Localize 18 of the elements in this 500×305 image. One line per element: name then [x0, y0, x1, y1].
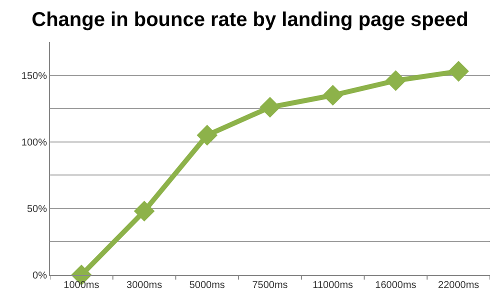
point — [260, 96, 280, 118]
y-tick-label: 0% — [32, 270, 48, 282]
x-tick-label: 5000ms — [189, 280, 225, 291]
y-tick-label: 100% — [21, 137, 48, 148]
point — [385, 70, 406, 92]
point — [196, 124, 218, 146]
y-tick-label: 150% — [21, 70, 48, 82]
x-tick-label: 16000ms — [375, 280, 416, 291]
y-tick-label: 50% — [26, 204, 48, 215]
x-tick-label: 1000ms — [64, 280, 100, 291]
point — [448, 60, 469, 82]
chart-title: Change in bounce rate by landing page speed — [32, 9, 468, 32]
point — [134, 200, 155, 222]
x-tick-label: 11000ms — [312, 280, 354, 291]
x-tick-label: 7500ms — [252, 280, 288, 291]
x-tick-label: 3000ms — [126, 280, 162, 291]
x-tick-label: 22000ms — [438, 280, 480, 291]
point — [322, 84, 344, 106]
